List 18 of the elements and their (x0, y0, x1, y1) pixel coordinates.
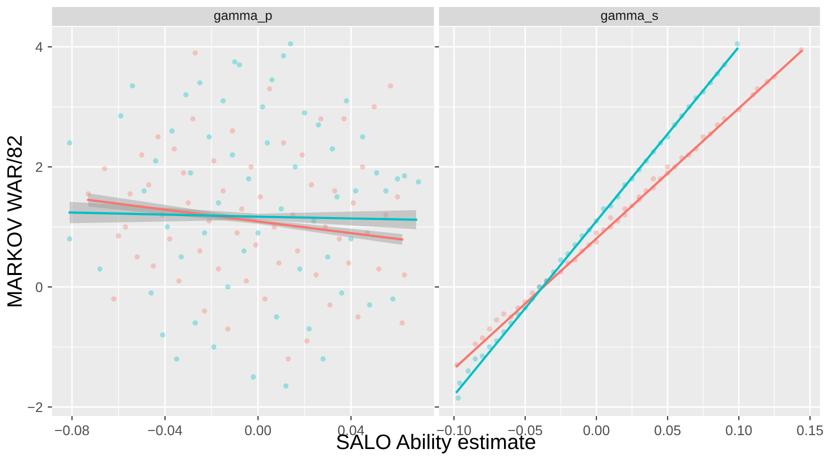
x-axis-title: SALO Ability estimate (336, 434, 536, 454)
y-tick-label: 2 (36, 162, 42, 172)
y-tick-label: 0 (36, 282, 42, 292)
x-tick-label: 0.00 (583, 425, 610, 436)
x-tick-label: −0.08 (55, 425, 89, 436)
x-tick-label: −0.10 (437, 425, 471, 436)
y-axis-title: MARKOV WAR/82 (6, 136, 22, 306)
x-tick-label: 0.04 (338, 425, 364, 436)
y-tick-label: 4 (36, 42, 43, 52)
x-tick-label: −0.04 (148, 425, 182, 436)
chart-title: gamma_s (601, 12, 658, 23)
x-tick-label: 0.05 (654, 425, 681, 436)
x-tick-label: 0.15 (797, 425, 823, 436)
x-tick-label: 0.10 (726, 425, 752, 436)
x-tick-label: 0.00 (245, 425, 271, 436)
chart-title: gamma_p (214, 12, 272, 23)
x-tick-label: −0.05 (508, 425, 542, 436)
y-tick-label: −2 (28, 402, 42, 412)
